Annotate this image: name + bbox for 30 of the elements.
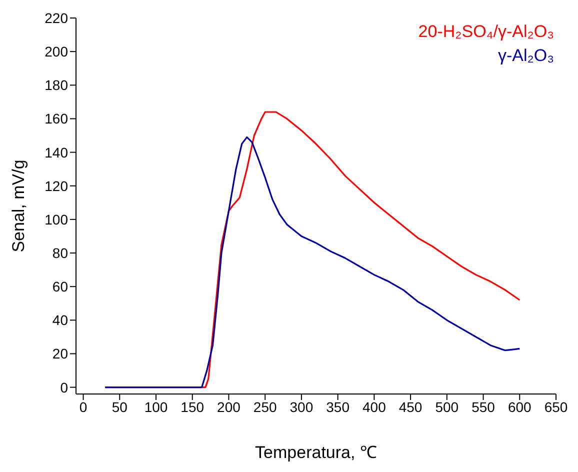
y-tick-label: 120 [44, 178, 68, 194]
y-tick-label: 200 [44, 44, 68, 60]
x-tick-label: 450 [398, 398, 422, 415]
y-tick-label: 20 [52, 346, 68, 362]
text: 20-H₂SO₄/γ-Al₂O₃ [418, 22, 554, 42]
text: γ-Al₂O₃ [496, 46, 554, 66]
x-tick-label: 100 [144, 398, 168, 415]
y-tick-label: 220 [44, 10, 68, 26]
y-tick-label: 60 [52, 278, 68, 295]
x-tick-label: 550 [472, 398, 496, 415]
x-tick-label: 200 [217, 398, 241, 415]
x-tick-label: 300 [290, 398, 314, 415]
y-tick-label: 80 [52, 244, 68, 261]
x-axis-title: Temperatura, ℃ [255, 443, 377, 462]
x-tick-label: 0 [79, 398, 88, 415]
x-tick-label: 350 [326, 398, 350, 415]
y-tick-label: 140 [44, 144, 68, 160]
y-tick-label: 0 [60, 379, 68, 396]
x-tick-label: 650 [544, 398, 568, 415]
x-tick-label: 250 [253, 398, 277, 415]
y-axis-title: Senal, mV/g [9, 160, 28, 252]
x-tick-label: 500 [435, 398, 459, 415]
x-tick-label: 600 [508, 398, 532, 415]
y-tick-label: 100 [44, 211, 68, 228]
y-tick-label: 180 [44, 77, 68, 94]
y-tick-label: 40 [52, 312, 68, 328]
y-tick-label: 160 [44, 110, 68, 127]
x-tick-label: 50 [112, 398, 128, 415]
x-tick-label: 400 [362, 398, 386, 415]
x-tick-label: 150 [180, 398, 204, 415]
